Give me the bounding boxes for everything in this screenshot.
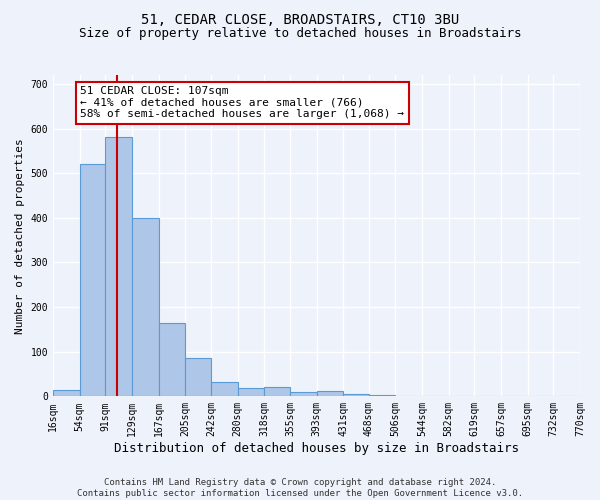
Bar <box>290 392 317 396</box>
Text: 51 CEDAR CLOSE: 107sqm
← 41% of detached houses are smaller (766)
58% of semi-de: 51 CEDAR CLOSE: 107sqm ← 41% of detached… <box>80 86 404 120</box>
Bar <box>106 138 132 396</box>
X-axis label: Distribution of detached houses by size in Broadstairs: Distribution of detached houses by size … <box>114 442 519 455</box>
Text: 51, CEDAR CLOSE, BROADSTAIRS, CT10 3BU: 51, CEDAR CLOSE, BROADSTAIRS, CT10 3BU <box>141 12 459 26</box>
Bar <box>317 391 343 396</box>
Bar <box>158 322 185 396</box>
Bar <box>132 218 158 396</box>
Bar <box>80 164 106 396</box>
Text: Size of property relative to detached houses in Broadstairs: Size of property relative to detached ho… <box>79 28 521 40</box>
Bar <box>53 390 80 396</box>
Bar <box>343 394 369 396</box>
Y-axis label: Number of detached properties: Number of detached properties <box>15 138 25 334</box>
Text: Contains HM Land Registry data © Crown copyright and database right 2024.
Contai: Contains HM Land Registry data © Crown c… <box>77 478 523 498</box>
Bar <box>264 388 290 396</box>
Bar <box>238 388 264 396</box>
Bar <box>185 358 211 397</box>
Bar <box>211 382 238 396</box>
